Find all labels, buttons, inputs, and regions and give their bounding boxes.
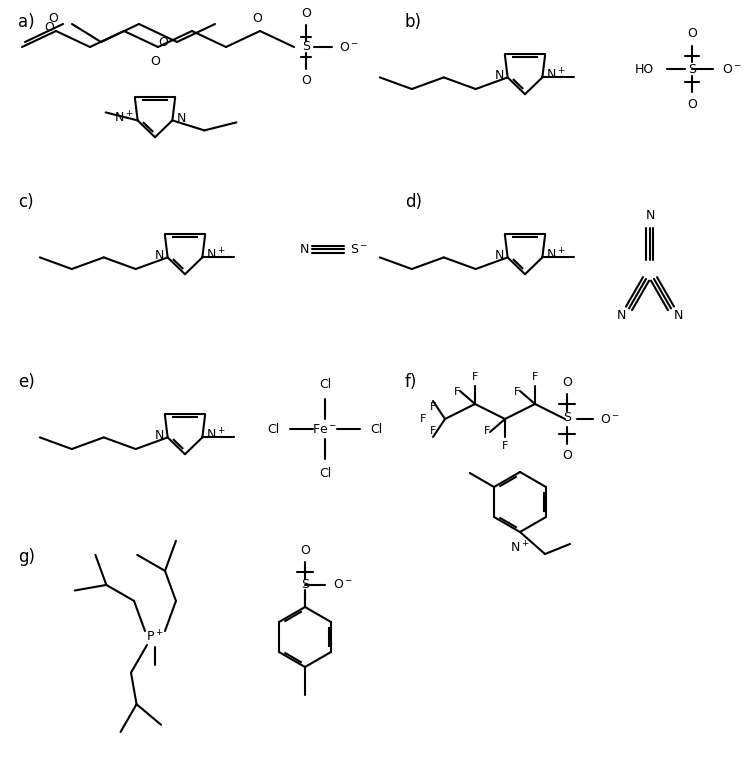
Text: O$^-$: O$^-$ — [600, 413, 620, 425]
Text: b): b) — [405, 13, 422, 31]
Text: Cl: Cl — [370, 422, 382, 435]
Text: Cl: Cl — [268, 422, 280, 435]
Text: F: F — [430, 402, 436, 412]
Text: O: O — [44, 20, 54, 33]
Text: S$^-$: S$^-$ — [350, 242, 368, 256]
Text: N: N — [177, 112, 186, 125]
Text: S: S — [688, 63, 696, 76]
Text: S: S — [302, 39, 310, 52]
Text: F: F — [502, 441, 508, 451]
Text: O$^-$: O$^-$ — [333, 578, 353, 591]
Text: O: O — [301, 7, 311, 20]
Text: a): a) — [18, 13, 35, 31]
Text: O: O — [562, 449, 572, 462]
Text: O: O — [48, 12, 58, 25]
Text: O$^-$: O$^-$ — [722, 63, 742, 76]
Text: N: N — [300, 242, 309, 256]
Text: N: N — [494, 69, 504, 82]
Text: N: N — [617, 309, 626, 322]
Text: N$^+$: N$^+$ — [547, 67, 566, 83]
Text: O: O — [687, 98, 697, 111]
Text: O: O — [150, 55, 160, 68]
Text: N$^+$: N$^+$ — [547, 248, 566, 263]
Text: N$^+$: N$^+$ — [206, 428, 226, 443]
Text: F: F — [532, 372, 538, 382]
Text: f): f) — [405, 373, 417, 391]
Text: N: N — [645, 209, 655, 222]
Text: O: O — [301, 74, 311, 87]
Text: F: F — [514, 387, 520, 397]
Text: F: F — [472, 372, 478, 382]
Text: N$^+$: N$^+$ — [206, 248, 226, 263]
Text: O$^-$: O$^-$ — [339, 41, 359, 54]
Text: F: F — [430, 426, 436, 436]
Text: O: O — [252, 12, 262, 25]
Text: O: O — [562, 376, 572, 389]
Text: N: N — [154, 249, 164, 262]
Text: c): c) — [18, 193, 34, 211]
Text: N: N — [494, 249, 504, 262]
Text: N: N — [674, 309, 684, 322]
Text: Cl: Cl — [319, 467, 331, 480]
Text: N$^+$: N$^+$ — [114, 111, 134, 126]
Text: e): e) — [18, 373, 35, 391]
Text: N$^+$: N$^+$ — [510, 540, 529, 556]
Text: N: N — [154, 429, 164, 442]
Text: g): g) — [18, 548, 35, 566]
Text: F: F — [453, 387, 460, 397]
Text: S: S — [301, 578, 309, 591]
Text: HO: HO — [635, 63, 654, 76]
Text: P$^+$: P$^+$ — [146, 629, 164, 645]
Text: O: O — [300, 544, 310, 557]
Text: F: F — [420, 414, 426, 424]
Text: F: F — [484, 426, 490, 436]
Text: S: S — [563, 410, 571, 423]
Text: d): d) — [405, 193, 422, 211]
Text: O: O — [687, 27, 697, 40]
Text: Fe$^-$: Fe$^-$ — [313, 422, 338, 435]
Text: Cl: Cl — [319, 378, 331, 391]
Text: O: O — [158, 36, 168, 49]
